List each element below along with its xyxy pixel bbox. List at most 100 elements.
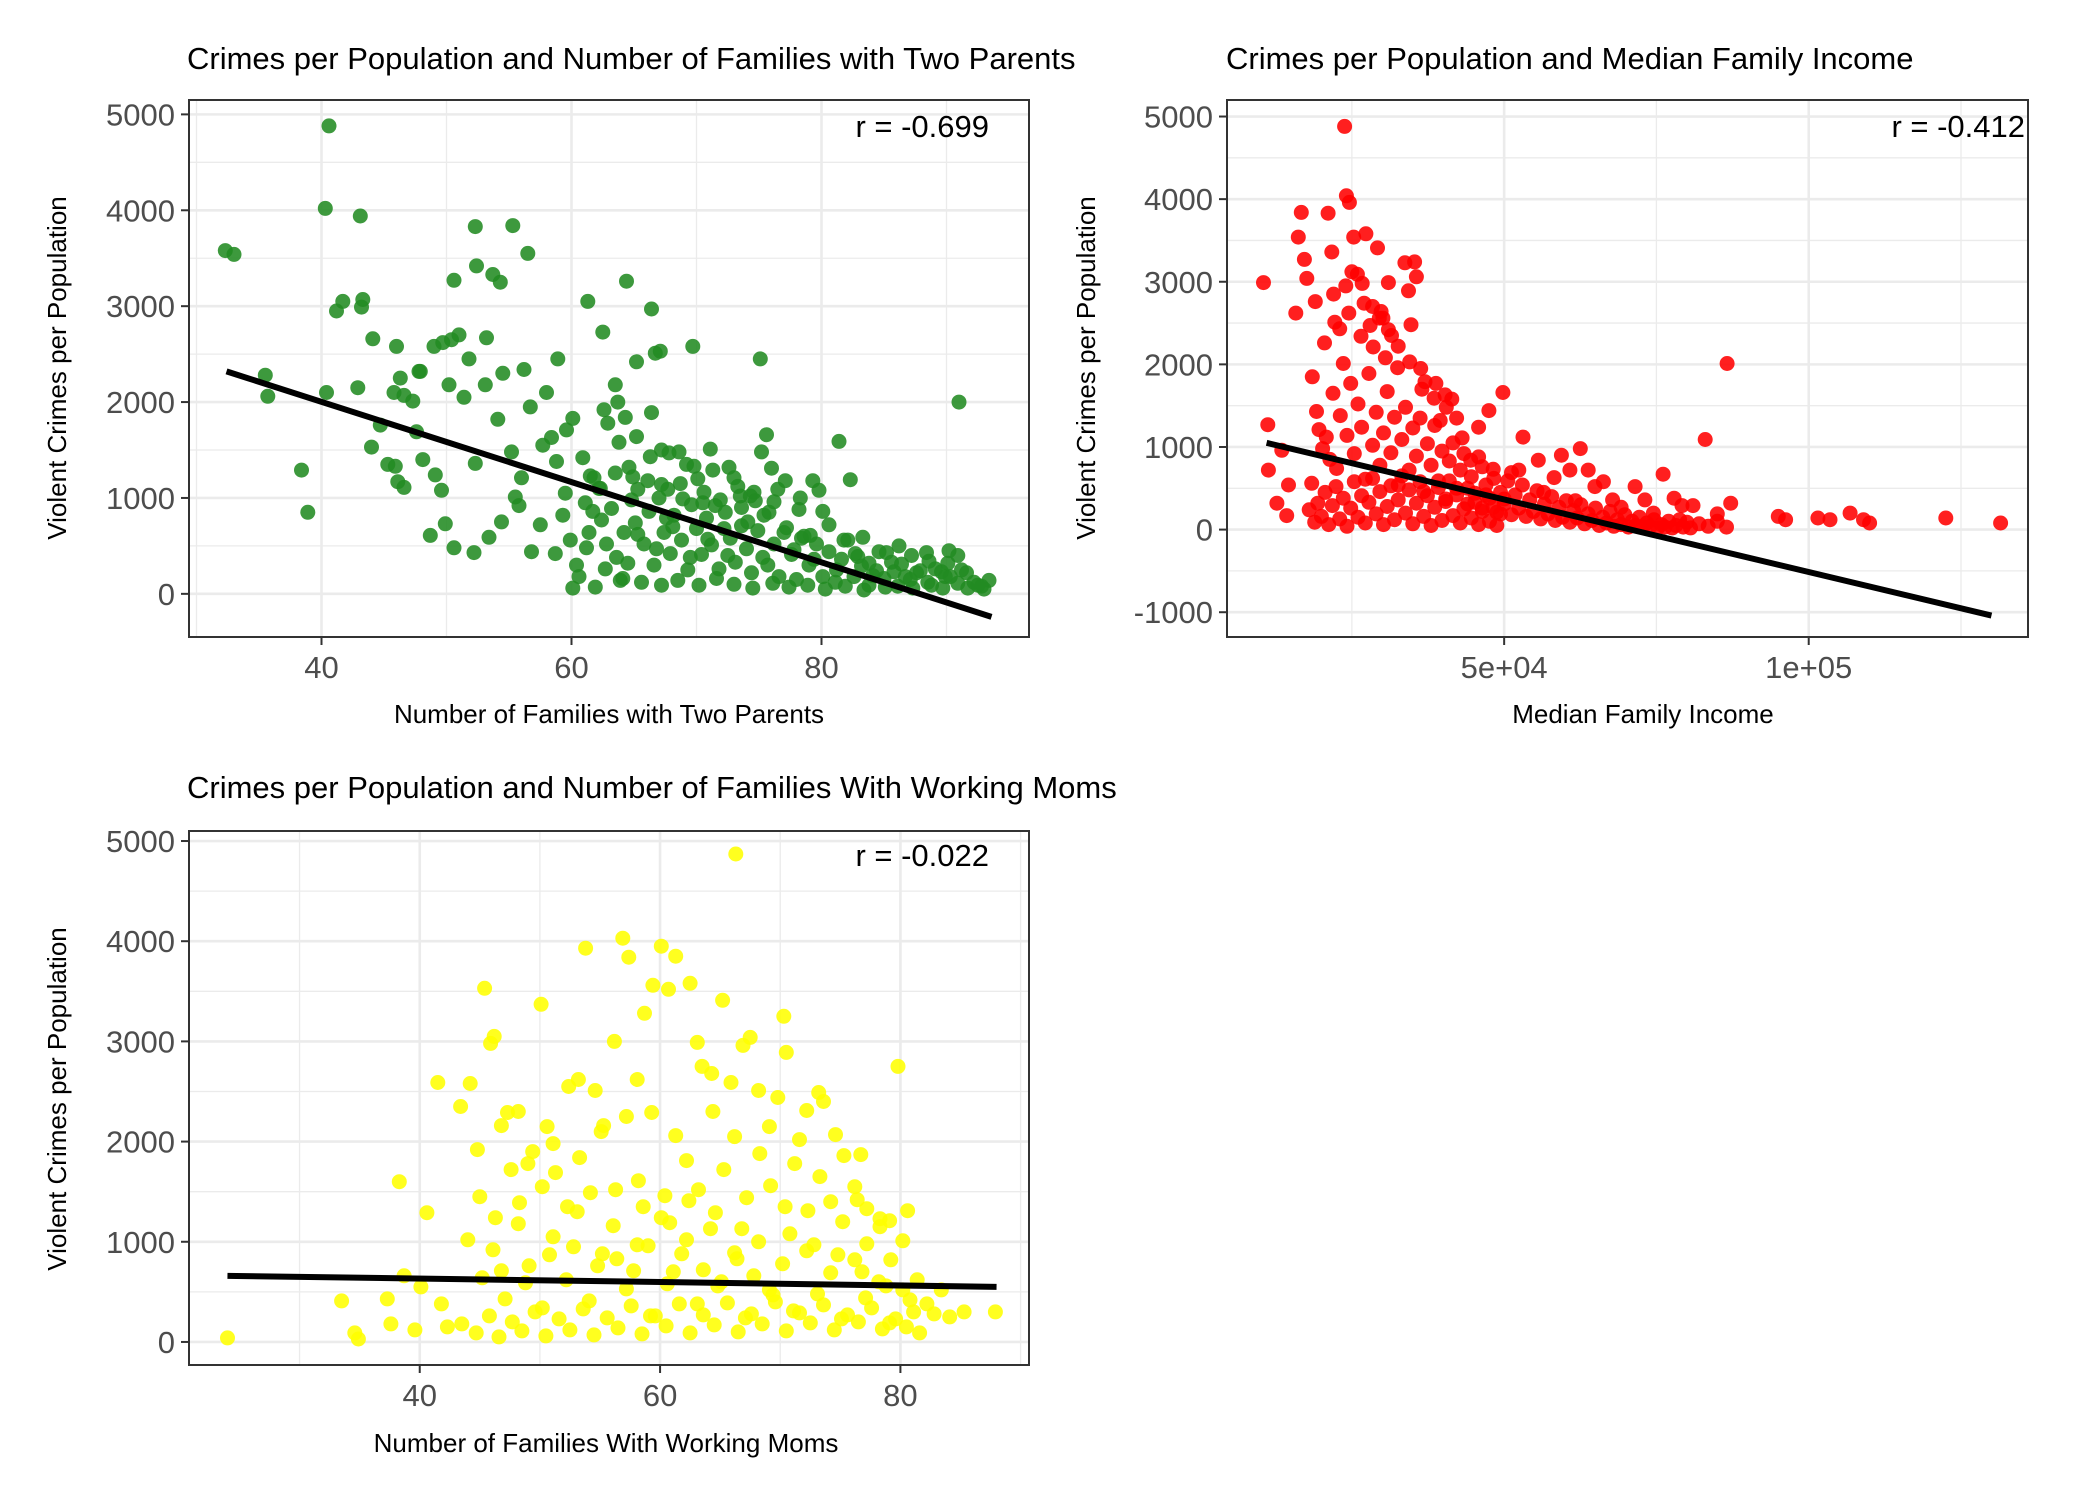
data-point [461, 351, 477, 367]
data-point [606, 1033, 622, 1049]
data-point [856, 582, 872, 598]
data-point [1511, 462, 1527, 478]
data-point [754, 444, 769, 460]
data-point [891, 538, 907, 554]
x-tick-label: 60 [643, 1378, 677, 1413]
data-point [1481, 403, 1497, 419]
data-point [895, 1233, 911, 1249]
data-point [379, 1291, 395, 1307]
data-point [745, 580, 761, 596]
data-point [672, 476, 688, 492]
data-point [477, 377, 493, 393]
data-point [321, 118, 337, 134]
data-point [1383, 478, 1399, 494]
data-point [441, 377, 457, 393]
data-point [835, 1214, 851, 1230]
data-point [1515, 429, 1531, 445]
data-point [811, 482, 827, 498]
data-point [775, 1256, 791, 1272]
data-point [665, 519, 681, 535]
data-point [1328, 479, 1344, 495]
data-point [723, 1075, 739, 1090]
data-point [260, 388, 276, 404]
data-point [472, 1189, 488, 1205]
data-point [1414, 381, 1430, 397]
data-point [739, 541, 754, 557]
data-point [1354, 275, 1370, 291]
data-point [1281, 477, 1296, 493]
data-point [594, 1246, 610, 1262]
data-point [1441, 453, 1457, 469]
data-point [854, 1264, 870, 1280]
data-point [1299, 270, 1315, 286]
x-axis-label: Median Family Income [1512, 699, 1774, 729]
data-point [1321, 517, 1337, 533]
data-point [595, 324, 611, 340]
x-axis-label: Number of Families with Two Parents [394, 699, 824, 729]
data-point [1938, 510, 1954, 526]
data-point [890, 1058, 906, 1074]
data-point [720, 548, 736, 563]
data-point [734, 500, 749, 515]
data-point [516, 362, 532, 377]
data-point [1380, 275, 1396, 291]
y-tick-label: 4000 [106, 924, 175, 959]
data-point [730, 478, 746, 494]
data-point [703, 1221, 718, 1237]
data-point [629, 1237, 645, 1253]
data-point [1357, 515, 1373, 531]
y-axis-ticks: 0 1000 2000 3000 4000 5000 [106, 824, 189, 1360]
data-point [840, 1307, 855, 1323]
data-point [226, 246, 242, 262]
y-tick-label: 0 [158, 577, 175, 612]
data-point [610, 1320, 626, 1336]
data-point [462, 1076, 478, 1091]
data-point [828, 1127, 843, 1143]
data-point [709, 571, 724, 586]
data-point [1401, 482, 1417, 498]
data-point [691, 1182, 706, 1198]
data-point [609, 549, 624, 565]
data-point [840, 532, 856, 548]
data-point [743, 1306, 759, 1322]
plot-background [1227, 100, 2028, 637]
data-point [1428, 375, 1444, 391]
data-point [466, 545, 482, 561]
data-point [422, 527, 438, 543]
data-point [640, 473, 656, 489]
data-point [1343, 375, 1359, 391]
data-point [1356, 295, 1372, 311]
data-point [1423, 457, 1439, 473]
data-point [1379, 384, 1395, 400]
data-point [419, 1205, 435, 1221]
data-point [545, 1136, 561, 1152]
data-point [902, 1292, 918, 1308]
data-point [1452, 462, 1468, 478]
data-point [704, 1066, 720, 1081]
data-point [439, 1319, 455, 1335]
data-point [682, 549, 698, 565]
data-point [538, 1328, 554, 1344]
data-point [1380, 322, 1396, 338]
data-point [649, 541, 664, 557]
data-point [350, 380, 366, 396]
data-point [670, 572, 686, 588]
data-point [1383, 445, 1399, 461]
data-point [500, 1105, 515, 1120]
panel-median-income: Crimes per Population and Median Family … [1071, 41, 2029, 729]
data-point [1595, 474, 1611, 490]
data-point [696, 484, 712, 500]
data-point [1405, 516, 1421, 532]
data-point [1307, 294, 1323, 310]
data-point [816, 1094, 831, 1109]
data-point [646, 557, 662, 573]
data-point [777, 1199, 793, 1215]
data-point [668, 1128, 684, 1144]
data-point [679, 1232, 694, 1248]
data-point [1449, 410, 1465, 426]
data-point [792, 1305, 807, 1321]
data-point [1288, 305, 1304, 321]
trend-line [1265, 439, 1993, 619]
data-point [355, 292, 371, 307]
